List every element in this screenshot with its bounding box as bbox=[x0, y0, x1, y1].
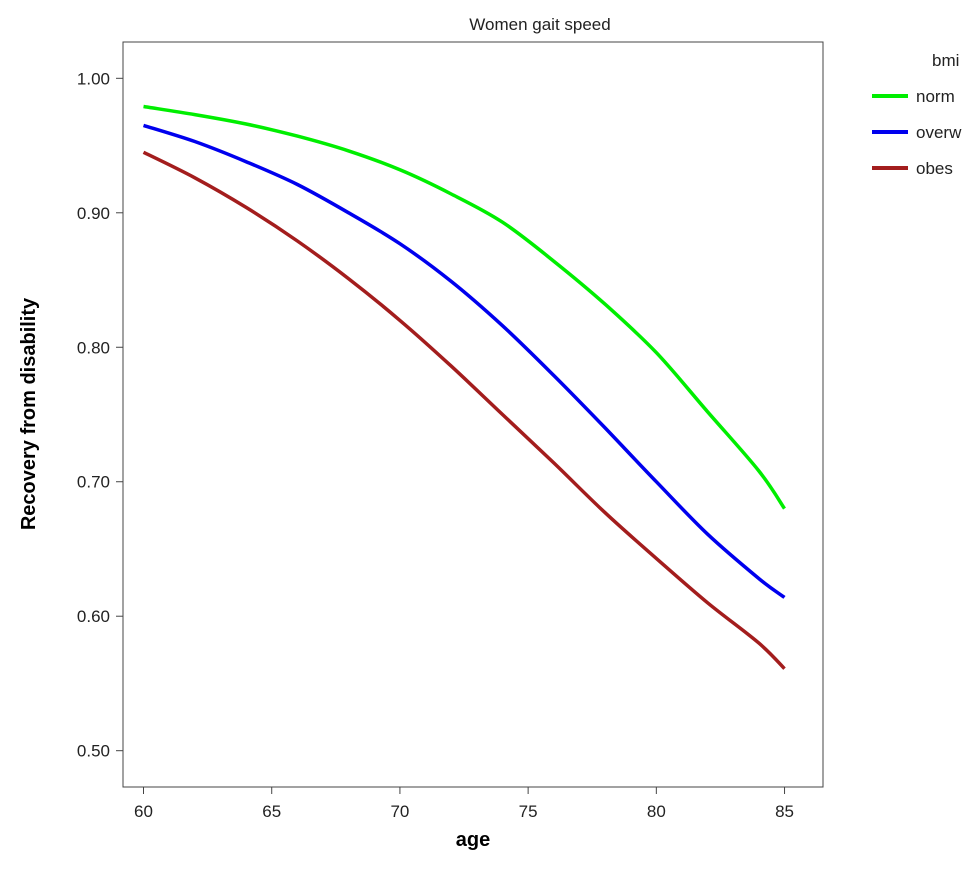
legend-label-obes: obes bbox=[916, 159, 953, 178]
series-line-overw bbox=[142, 123, 786, 599]
legend-title: bmi bbox=[932, 51, 959, 70]
x-tick-label: 85 bbox=[775, 802, 794, 821]
x-tick-label: 65 bbox=[262, 802, 281, 821]
legend-label-norm: norm bbox=[916, 87, 955, 106]
x-tick-label: 70 bbox=[390, 802, 409, 821]
y-tick-label: 0.90 bbox=[77, 204, 110, 223]
legend: bmi norm overw obes bbox=[872, 51, 962, 178]
y-tick-label: 0.70 bbox=[77, 473, 110, 492]
series-lines bbox=[142, 104, 786, 670]
y-tick-label: 1.00 bbox=[77, 69, 110, 88]
x-tick-label: 75 bbox=[519, 802, 538, 821]
x-axis-title: age bbox=[456, 829, 490, 851]
y-tick-label: 0.80 bbox=[77, 338, 110, 357]
legend-label-overw: overw bbox=[916, 123, 962, 142]
y-axis-title: Recovery from disability bbox=[18, 297, 40, 530]
x-tick-label: 60 bbox=[134, 802, 153, 821]
x-tick-label: 80 bbox=[647, 802, 666, 821]
series-line-obes bbox=[142, 150, 786, 670]
series-line-norm bbox=[143, 104, 786, 510]
y-tick-label: 0.60 bbox=[77, 607, 110, 626]
plot-area bbox=[122, 41, 824, 788]
chart-title: Women gait speed bbox=[469, 15, 610, 34]
y-tick-label: 0.50 bbox=[77, 742, 110, 761]
x-axis: 60 65 70 75 80 85 bbox=[134, 787, 794, 821]
y-axis: 0.50 0.60 0.70 0.80 0.90 1.00 bbox=[77, 69, 123, 761]
